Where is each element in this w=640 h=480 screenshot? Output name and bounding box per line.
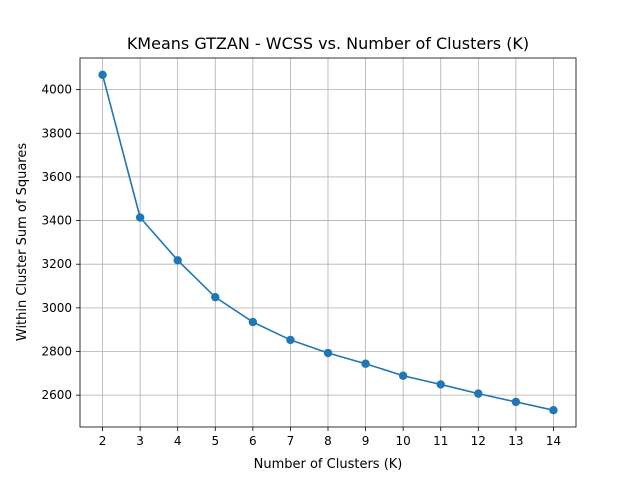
y-tick-label: 2600 <box>41 388 72 402</box>
data-point <box>248 317 258 327</box>
x-axis-label: Number of Clusters (K) <box>254 457 403 472</box>
data-point <box>549 405 558 415</box>
data-point <box>135 213 145 222</box>
y-tick-label: 3000 <box>41 301 72 315</box>
data-point <box>286 335 295 345</box>
x-tick-label: 14 <box>546 434 561 448</box>
y-tick-label: 2800 <box>41 344 72 358</box>
data-point <box>398 371 408 380</box>
data-point <box>98 70 107 80</box>
chart-title: KMeans GTZAN - WCSS vs. Number of Cluste… <box>127 34 529 53</box>
x-tick-label: 6 <box>249 434 257 448</box>
y-tick-label: 3800 <box>41 126 72 140</box>
grid-layer <box>80 58 576 427</box>
data-point <box>511 397 521 407</box>
x-tick-label: 13 <box>508 434 523 448</box>
data-point <box>173 256 182 265</box>
series-layer <box>98 70 558 415</box>
data-point <box>436 380 445 389</box>
y-tick-label: 3200 <box>41 257 72 271</box>
data-point <box>323 348 333 358</box>
y-tick-label: 4000 <box>41 83 72 97</box>
x-tick-label: 5 <box>211 434 219 448</box>
y-tick-label: 3400 <box>41 214 72 228</box>
x-tick-label: 9 <box>362 434 370 448</box>
data-point <box>211 292 220 302</box>
y-axis-label: Within Cluster Sum of Squares <box>15 143 30 341</box>
data-point <box>474 389 483 398</box>
x-tick-label: 8 <box>324 434 332 448</box>
x-tick-label: 4 <box>174 434 182 448</box>
x-tick-label: 3 <box>136 434 144 448</box>
data-point <box>361 359 370 368</box>
x-tick-label: 10 <box>396 434 411 448</box>
x-tick-label: 2 <box>99 434 107 448</box>
y-tick-label: 3600 <box>41 170 72 184</box>
ticks-layer: 2 3 4 5 6 7 8 9 10 11 12 13 14 2600 2800 3000 3200 3400 36… <box>41 83 561 448</box>
x-tick-label: 11 <box>433 434 448 448</box>
x-tick-label: 7 <box>287 434 295 448</box>
x-tick-label: 12 <box>471 434 486 448</box>
